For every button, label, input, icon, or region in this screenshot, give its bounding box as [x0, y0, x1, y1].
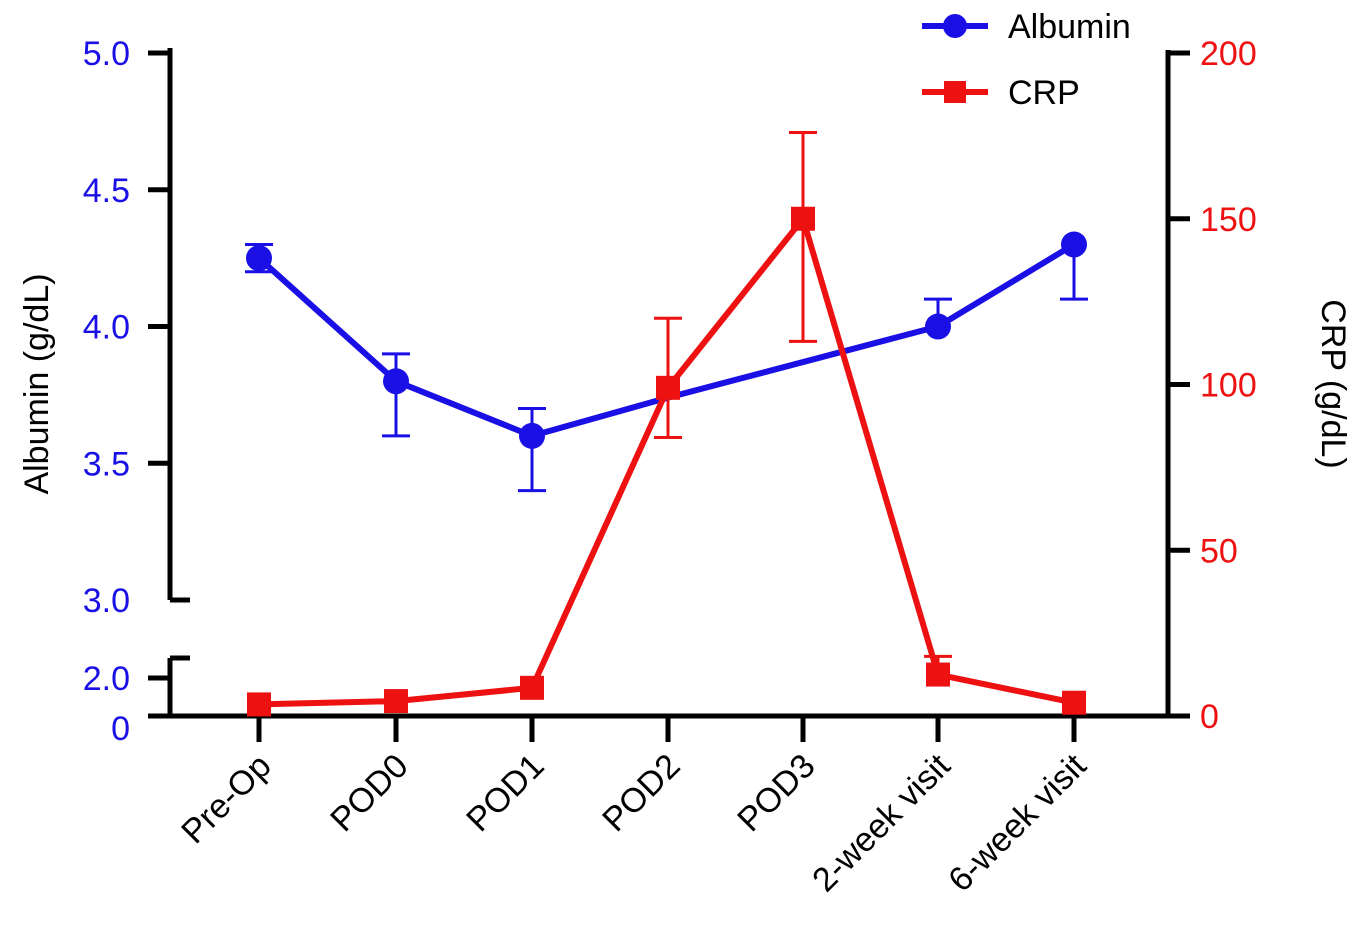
axes-layer — [148, 48, 1190, 742]
legend-crp-marker — [944, 81, 966, 103]
x-tick-label: 2-week visit — [805, 746, 958, 899]
crp-point — [384, 689, 408, 714]
left-tick-label: 5.0 — [83, 35, 130, 73]
left-tick-label: 3.0 — [83, 582, 130, 620]
series-layer — [245, 131, 1088, 717]
crp-point — [1062, 690, 1086, 715]
albumin-point — [246, 245, 272, 272]
albumin-point — [925, 313, 951, 340]
right-tick-label: 50 — [1200, 532, 1238, 570]
albumin-point — [519, 422, 545, 449]
left-tick-label: 4.5 — [83, 172, 130, 210]
x-tick-label: POD1 — [459, 747, 551, 839]
right-tick-label: 100 — [1200, 367, 1257, 405]
x-tick-label: Pre-Op — [174, 747, 278, 851]
left-tick-label: 2.0 — [83, 660, 130, 698]
crp-point — [247, 692, 271, 717]
left-tick-label: 4.0 — [83, 309, 130, 347]
left-axis-title: Albumin (g/dL) — [18, 273, 56, 494]
crp-point — [520, 675, 544, 700]
crp-point — [656, 375, 680, 400]
albumin-point — [383, 368, 409, 395]
legend-crp-label: CRP — [1008, 74, 1080, 112]
right-tick-label: 0 — [1200, 698, 1219, 736]
right-tick-label: 200 — [1200, 35, 1257, 73]
x-tick-label: 6-week visit — [941, 746, 1094, 899]
left-tick-label: 3.5 — [83, 445, 130, 483]
right-tick-label: 150 — [1200, 201, 1257, 239]
right-axis-title: CRP (g/dL) — [1314, 299, 1352, 468]
legend: Albumin CRP — [922, 8, 1131, 112]
legend-albumin-marker — [943, 14, 967, 38]
crp-point — [926, 662, 950, 687]
legend-albumin-label: Albumin — [1008, 8, 1131, 46]
albumin-point — [1061, 231, 1087, 258]
x-tick-label: POD0 — [323, 747, 415, 839]
labels-layer: 0 2.0 3.0 3.5 4.0 4.5 5.0 0 50 100 150 200 Pre-Op POD… — [18, 35, 1352, 899]
crp-line — [258, 215, 1075, 708]
crp-point — [791, 206, 815, 231]
x-tick-label: POD2 — [595, 747, 687, 839]
left-tick-label: 0 — [111, 710, 130, 748]
x-tick-label: POD3 — [730, 747, 822, 839]
